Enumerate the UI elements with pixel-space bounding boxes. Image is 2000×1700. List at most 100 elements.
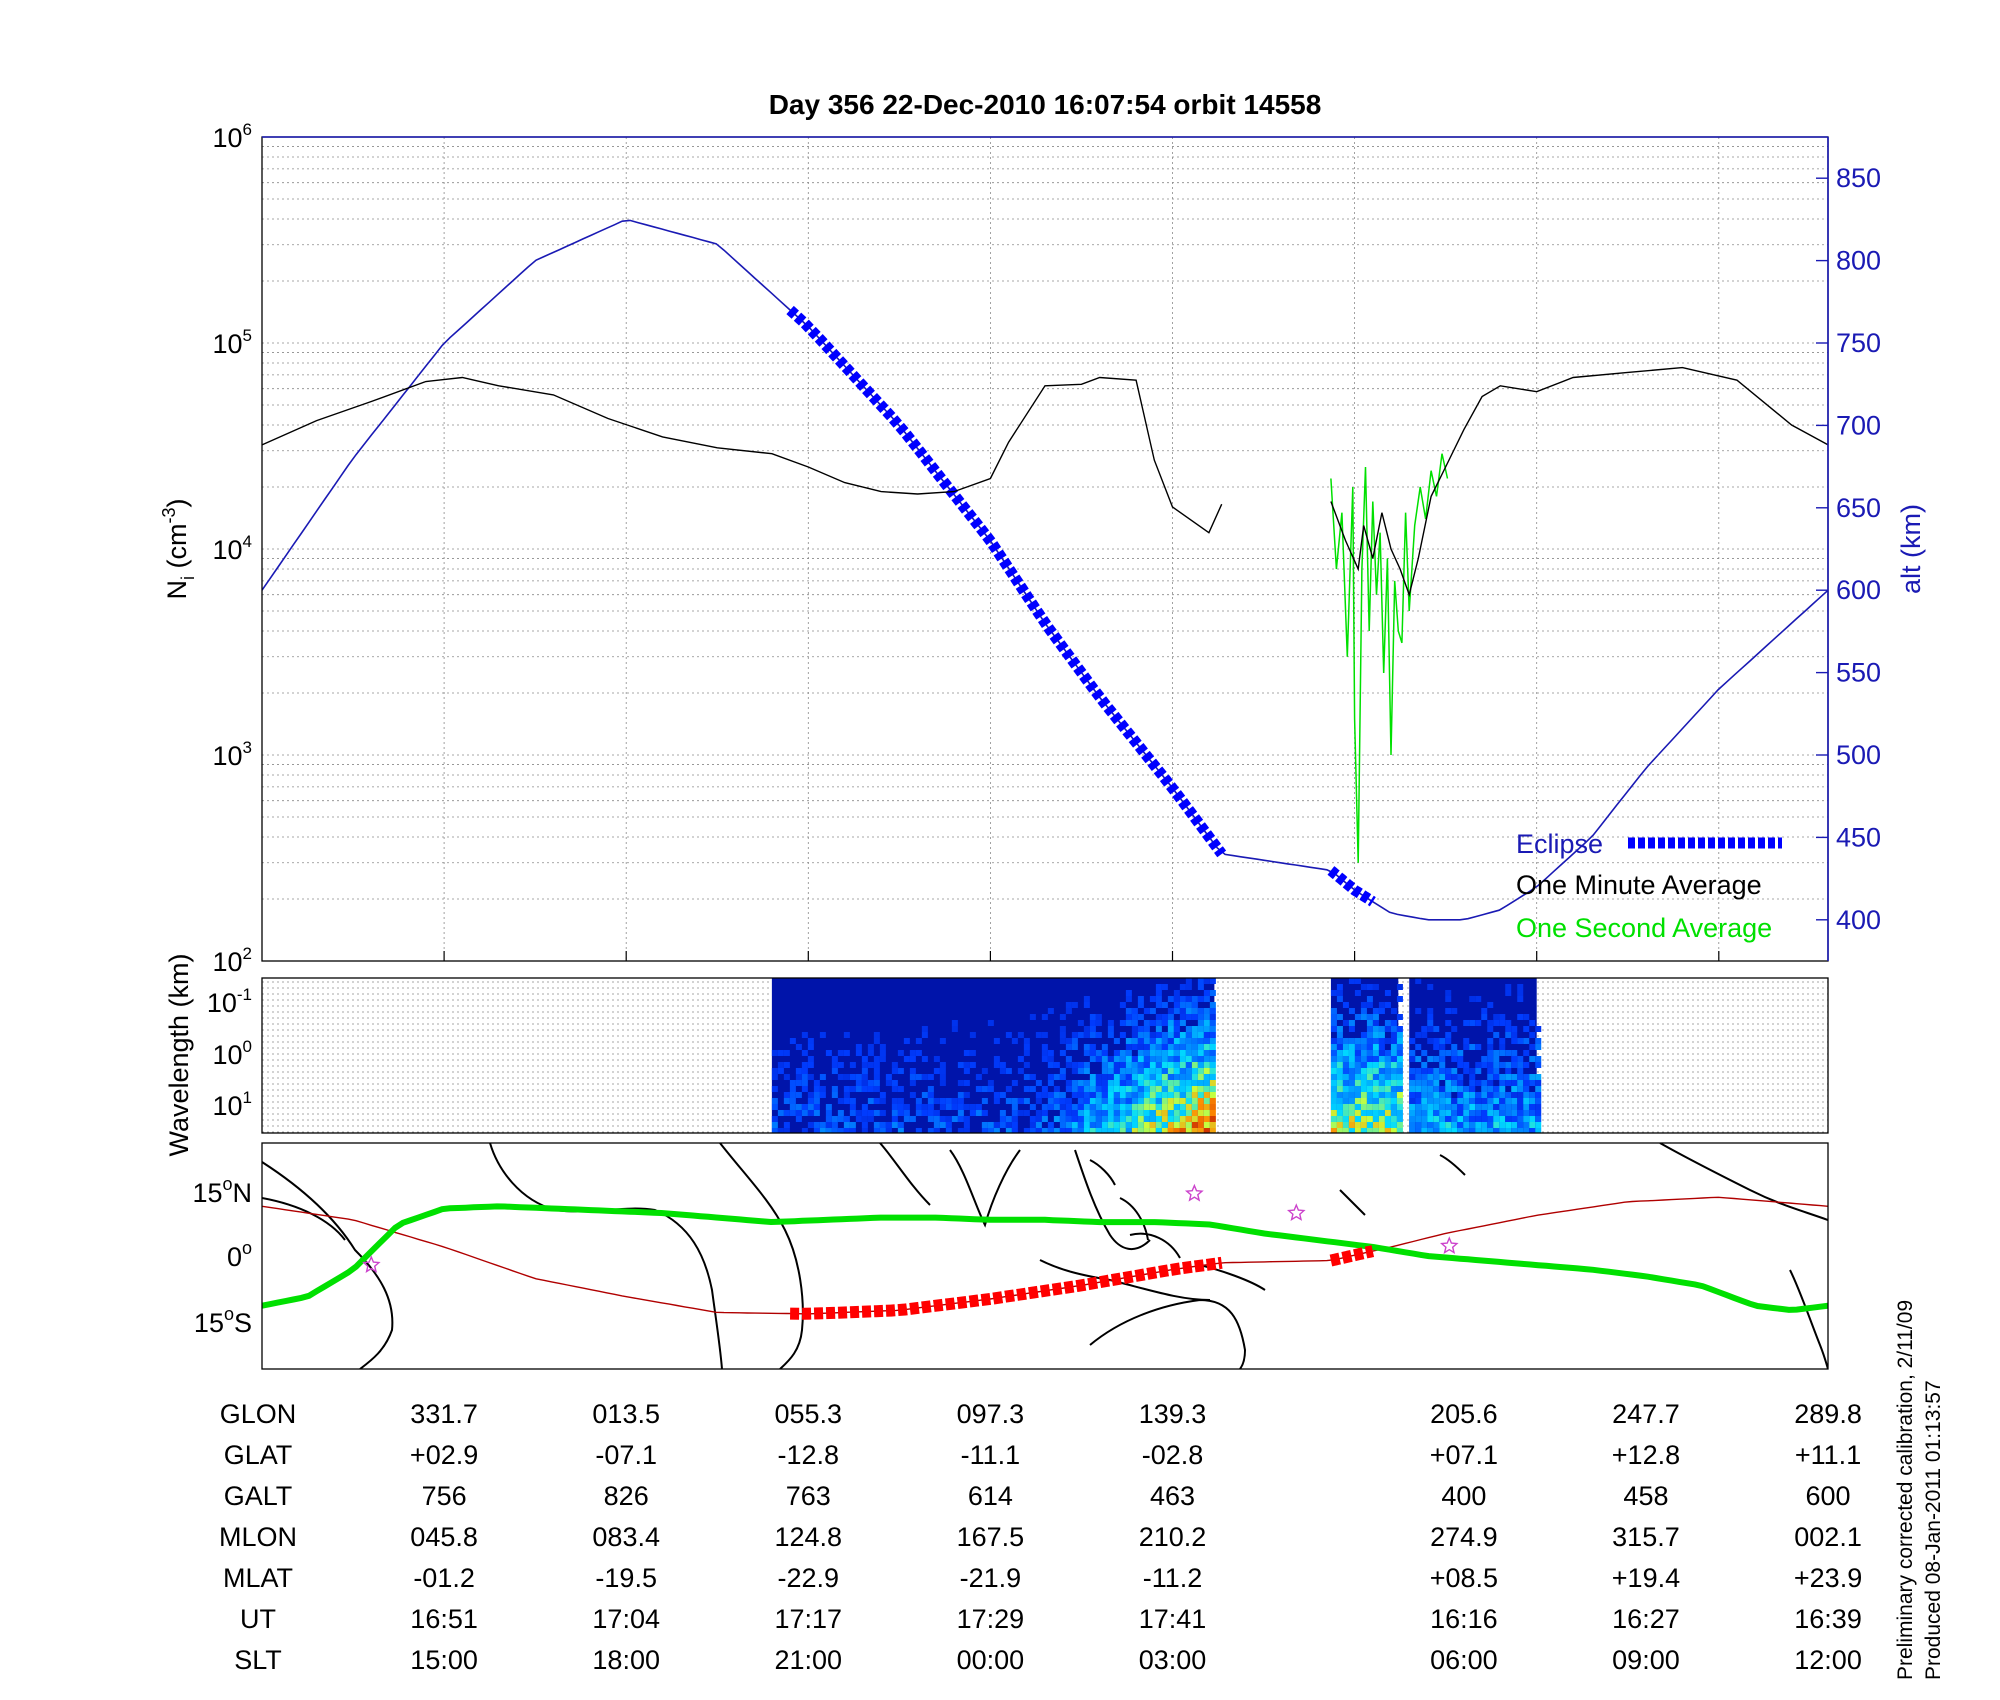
- spectrogram-cell: [1137, 1014, 1144, 1020]
- spectrogram-cell: [1481, 1086, 1488, 1092]
- spectrogram-cell: [1469, 1020, 1476, 1026]
- spectrogram-cell: [1209, 1002, 1216, 1008]
- spectrogram-cell: [861, 1116, 868, 1122]
- spectrogram-cell: [1107, 1104, 1114, 1110]
- spectrogram-cell: [1445, 996, 1452, 1002]
- spectrogram-cell: [1041, 1092, 1048, 1098]
- spectrogram-cell: [1433, 1056, 1440, 1062]
- orbit-table: GLONGLATGALTMLONMLATUTSLT331.7+02.975604…: [219, 1399, 1862, 1675]
- spectrogram-cell: [1191, 996, 1198, 1002]
- spectrogram-cell: [1396, 996, 1403, 1002]
- spectrogram-cell: [1457, 1050, 1464, 1056]
- spectrogram-cell: [1107, 1098, 1114, 1104]
- spectrogram-cell: [1089, 1110, 1096, 1116]
- spectrogram-cell: [1197, 1008, 1204, 1014]
- spectrogram-cell: [1517, 1056, 1524, 1062]
- spectrogram-cell: [1396, 1128, 1403, 1133]
- spectrogram-cell: [1173, 1086, 1180, 1092]
- table-cell: 167.5: [957, 1522, 1025, 1552]
- spectrogram-cell: [783, 1110, 790, 1116]
- spectrogram-cell: [1119, 1110, 1126, 1116]
- spectrogram-cell: [1487, 1044, 1494, 1050]
- y-tick-1e3: 103: [212, 738, 252, 771]
- spectrogram-cell: [873, 1068, 880, 1074]
- spectrogram-cell: [1390, 1116, 1397, 1122]
- spectrogram-cell: [1457, 1110, 1464, 1116]
- spectrogram-cell: [1511, 1104, 1518, 1110]
- spectrogram-cell: [963, 1080, 970, 1086]
- table-cell: 002.1: [1794, 1522, 1862, 1552]
- spectrogram-cell: [1155, 1014, 1162, 1020]
- spectrogram-cell: [1439, 1110, 1446, 1116]
- spectrogram-cell: [1029, 1116, 1036, 1122]
- spectrogram-cell: [1517, 990, 1524, 996]
- spectrogram-cell: [1372, 1056, 1379, 1062]
- spectrogram-cell: [1457, 1098, 1464, 1104]
- spectrogram-cell: [1083, 996, 1090, 1002]
- spectrogram-cell: [1336, 1128, 1343, 1133]
- spectrogram-cell: [855, 1110, 862, 1116]
- spectrogram-cell: [1101, 1086, 1108, 1092]
- spectrogram-cell: [1396, 1122, 1403, 1128]
- spectrogram-cell: [1481, 1128, 1488, 1133]
- table-cell: 097.3: [957, 1399, 1025, 1429]
- spectrogram-cell: [1203, 1098, 1210, 1104]
- spectrogram-cell: [1421, 1062, 1428, 1068]
- spectrogram-cell: [981, 1098, 988, 1104]
- spectrogram-cell: [993, 1062, 1000, 1068]
- spectrogram-cell: [1330, 1128, 1337, 1133]
- table-cell: 315.7: [1612, 1522, 1680, 1552]
- spectrogram-cell: [867, 1080, 874, 1086]
- spectrogram-cell: [1059, 1068, 1066, 1074]
- spectrogram-cell: [1185, 978, 1192, 984]
- spectrogram-cell: [1415, 978, 1422, 984]
- spectrogram-cell: [1378, 1056, 1385, 1062]
- spectrogram-cell: [1330, 1080, 1337, 1086]
- spectrogram-cell: [1475, 1080, 1482, 1086]
- spectrogram-cell: [1457, 1092, 1464, 1098]
- spectrogram-cell: [1119, 1032, 1126, 1038]
- spectrogram-cell: [951, 1104, 958, 1110]
- spectrogram-cell: [1384, 1092, 1391, 1098]
- spectrogram-cell: [783, 1074, 790, 1080]
- spectrogram-cell: [1185, 1002, 1192, 1008]
- spectrogram-cell: [1378, 1038, 1385, 1044]
- spectrogram-cell: [1336, 1050, 1343, 1056]
- spectrogram-cell: [1203, 1128, 1210, 1133]
- spectrogram-cell: [1191, 1092, 1198, 1098]
- spectrogram-cell: [1185, 1128, 1192, 1133]
- spectrogram-cell: [927, 1128, 934, 1133]
- spectrogram-cell: [1197, 1128, 1204, 1133]
- spectrogram-cell: [1179, 1074, 1186, 1080]
- spectrogram-cell: [1378, 1032, 1385, 1038]
- spectrogram-cell: [1119, 1122, 1126, 1128]
- spectrogram-cell: [1342, 1116, 1349, 1122]
- spectrogram-cell: [1421, 1068, 1428, 1074]
- spectrogram-cell: [831, 1122, 838, 1128]
- spectrogram-cell: [837, 1062, 844, 1068]
- spectrogram-cell: [1384, 1110, 1391, 1116]
- spectrogram-cell: [1469, 996, 1476, 1002]
- spectrogram-cell: [831, 1092, 838, 1098]
- spectrogram-cell: [843, 1032, 850, 1038]
- spectrogram-cell: [1390, 1110, 1397, 1116]
- table-cell: 16:39: [1794, 1604, 1862, 1634]
- spectrogram-cell: [1421, 1086, 1428, 1092]
- spectrogram-cell: [951, 1098, 958, 1104]
- spectrogram-cell: [1089, 1104, 1096, 1110]
- spectrogram-cell: [1493, 1014, 1500, 1020]
- spectrogram-cell: [1173, 996, 1180, 1002]
- spectrogram-cell: [1137, 1062, 1144, 1068]
- altitude-tick-label: 450: [1836, 822, 1881, 852]
- spectrogram-cell: [1161, 984, 1168, 990]
- spectrogram-cell: [1384, 1086, 1391, 1092]
- table-cell: -21.9: [960, 1563, 1022, 1593]
- spectrogram-cell: [1191, 1074, 1198, 1080]
- spectrogram-cell: [1390, 1104, 1397, 1110]
- spectrogram-cell: [1378, 1098, 1385, 1104]
- spectrogram-cell: [897, 1086, 904, 1092]
- spectrogram-cell: [1179, 1002, 1186, 1008]
- spectrogram-cell: [1185, 1068, 1192, 1074]
- spectrogram-cell: [1390, 1068, 1397, 1074]
- spectrogram-cell: [867, 1044, 874, 1050]
